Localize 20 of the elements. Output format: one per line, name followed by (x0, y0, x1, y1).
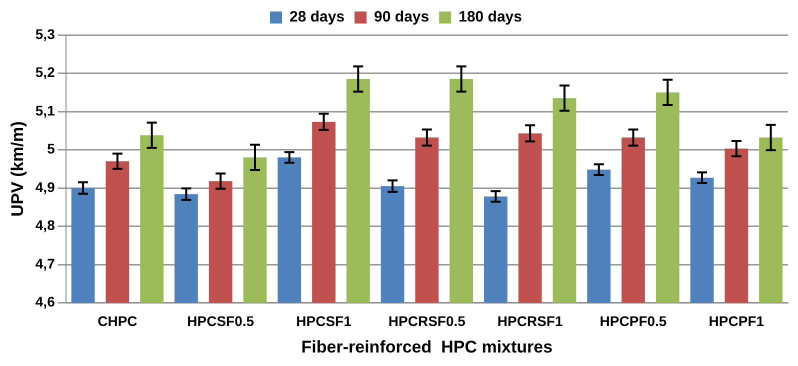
legend-label: 90 days (374, 8, 430, 26)
y-tick-label: 4,7 (35, 255, 56, 272)
x-tick-label: HPCSF0.5 (187, 313, 254, 330)
x-tick-label: HPCPF0.5 (600, 313, 667, 330)
y-tick-label: 4,8 (35, 217, 56, 234)
x-tick-label: HPCPF1 (708, 313, 764, 330)
x-tick-label: HPCRSF0.5 (388, 313, 466, 330)
x-tick-label: HPCSF1 (296, 313, 352, 330)
y-tick-label: 5,1 (35, 102, 56, 118)
y-tick-label: 4,6 (35, 294, 56, 310)
x-tick-label: CHPC (98, 313, 138, 330)
x-tick-label: HPCRSF1 (497, 313, 563, 330)
x-axis-title: Fiber-reinforced HPC mixtures (301, 337, 553, 356)
y-axis-title: UPV (km/m) (8, 121, 27, 217)
y-tick-label: 5,2 (35, 64, 56, 80)
legend-label: 180 days (458, 8, 522, 26)
y-tick-label: 5,3 (35, 26, 56, 42)
y-tick-label: 4,9 (35, 178, 56, 195)
y-tick-label: 5 (47, 140, 56, 157)
legend-label: 28 days (290, 8, 345, 26)
